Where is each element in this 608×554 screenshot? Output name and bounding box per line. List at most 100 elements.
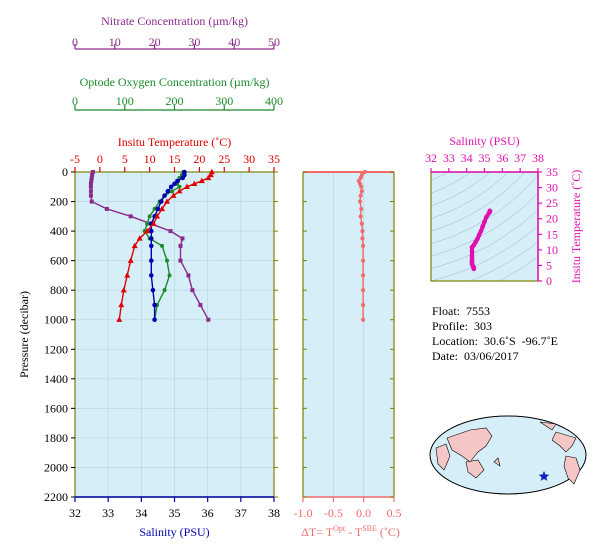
ts-point [483, 214, 489, 220]
temperature-tick-label: -5 [70, 152, 80, 166]
temperature-tick-label: 25 [218, 152, 230, 166]
ts-temperature-tick-label: 25 [546, 196, 558, 210]
delta-tick-label: -0.5 [324, 506, 343, 520]
salinity-point [148, 243, 154, 249]
temperature-tick-label: 0 [97, 152, 103, 166]
ts-temperature-tick-label: 5 [546, 258, 552, 272]
delta-point [359, 221, 364, 226]
ts-point [469, 249, 475, 254]
temperature-tick-label: 20 [193, 152, 205, 166]
salinity-point [158, 199, 164, 204]
nitrate-tick-label: 30 [188, 35, 200, 49]
salinity-tick-label: 36 [202, 506, 214, 520]
temperature-point [176, 188, 183, 194]
temperature-tick-label: 30 [243, 152, 255, 166]
float-id: Float: 7553 [432, 304, 491, 318]
delta-point [359, 184, 364, 189]
nitrate-point [198, 302, 203, 307]
nitrate-point [104, 206, 109, 211]
pressure-tick-label: 1800 [44, 431, 68, 445]
nitrate-tick-label: 40 [228, 35, 240, 49]
ts-temperature-tick-label: 0 [546, 274, 552, 288]
temperature-point [183, 183, 190, 189]
map-landmass [465, 459, 485, 479]
oxygen-tick-label: 200 [166, 94, 184, 108]
pressure-tick-label: 600 [50, 254, 68, 268]
delta-point [360, 258, 366, 263]
salinity-tick-label: 37 [235, 506, 247, 520]
nitrate-point [128, 214, 133, 219]
ts-temperature-tick-label: 10 [546, 243, 558, 257]
temperature-point [170, 192, 177, 198]
salinity-tick-label: 34 [135, 506, 147, 520]
delta-point [360, 243, 366, 248]
delta-point [362, 169, 367, 175]
salinity-axis-title: Salinity (PSU) [139, 525, 209, 539]
map-ocean [429, 415, 587, 495]
map-landmass [446, 427, 493, 463]
delta-plot-area [303, 172, 394, 497]
pressure-tick-label: 200 [50, 195, 68, 209]
delta-point [360, 317, 366, 322]
delta-tick-label: -1.0 [294, 506, 313, 520]
delta-point [360, 273, 366, 278]
salinity-point [175, 178, 181, 184]
nitrate-point [89, 175, 94, 180]
map-landmass [551, 431, 577, 453]
float-info: Float: 7553 Profile: 303 Location: 30.6˚… [432, 304, 558, 364]
pressure-tick-label: 1000 [44, 313, 68, 327]
ts-point [482, 219, 487, 225]
nitrate-tick-label: 50 [268, 35, 280, 49]
temperature-point [159, 205, 166, 212]
oxygen-point [152, 206, 157, 211]
world-map-icon [429, 415, 587, 495]
nitrate-point [206, 317, 211, 322]
salinity-point [148, 236, 154, 241]
date: Date: 03/06/2017 [432, 349, 519, 363]
nitrate-point [186, 273, 191, 278]
nitrate-point [190, 288, 195, 293]
temperature-point [116, 316, 123, 322]
map-landmass [539, 421, 557, 431]
oxygen-axis-title: Optode Oxygen Concentration (µm/kg) [80, 75, 270, 89]
pressure-tick-label: 1200 [44, 342, 68, 356]
pressure-axis-title: Pressure (decibar) [17, 291, 31, 378]
ts-salinity-tick-label: 38 [532, 151, 544, 165]
ts-density-contour [247, 0, 495, 156]
ts-salinity-tick-label: 32 [425, 151, 437, 165]
oxygen-point [160, 243, 165, 248]
ts-temperature-tick-label: 20 [546, 212, 558, 226]
oxygen-point [145, 221, 150, 226]
salinity-point [148, 258, 154, 263]
nitrate-tick-label: 10 [109, 35, 121, 49]
ts-salinity-tick-label: 35 [479, 151, 491, 165]
salinity-tick-label: 32 [69, 506, 81, 520]
pressure-tick-label: 0 [62, 165, 68, 179]
nitrate-point [178, 258, 183, 263]
ts-point [471, 266, 477, 272]
delta-point [360, 288, 366, 293]
nitrate-point [168, 229, 173, 234]
temperature-tick-label: 15 [169, 152, 181, 166]
nitrate-point [178, 243, 183, 248]
nitrate-point [180, 236, 185, 241]
nitrate-point [90, 170, 95, 174]
float-location-star [538, 471, 550, 481]
temperature-point [205, 174, 212, 181]
ts-temperature-tick-label: 30 [546, 181, 558, 195]
salinity-point [152, 317, 157, 323]
salinity-point [172, 181, 177, 187]
nitrate-point [88, 189, 93, 194]
temperature-point [164, 198, 171, 204]
delta-axis-title: ΔT= TOpt - TSBE (˚C) [301, 524, 400, 539]
pressure-tick-label: 2200 [44, 490, 68, 504]
salinity-point [148, 228, 154, 234]
temperature-point [191, 180, 198, 187]
oxygen-point [167, 273, 172, 278]
oxygen-tick-label: 0 [72, 94, 78, 108]
salinity-point [148, 273, 154, 278]
oxygen-point [165, 258, 170, 263]
salinity-point [162, 193, 167, 198]
ts-temperature-axis-title: Insitu Temperature (˚C) [569, 170, 583, 284]
